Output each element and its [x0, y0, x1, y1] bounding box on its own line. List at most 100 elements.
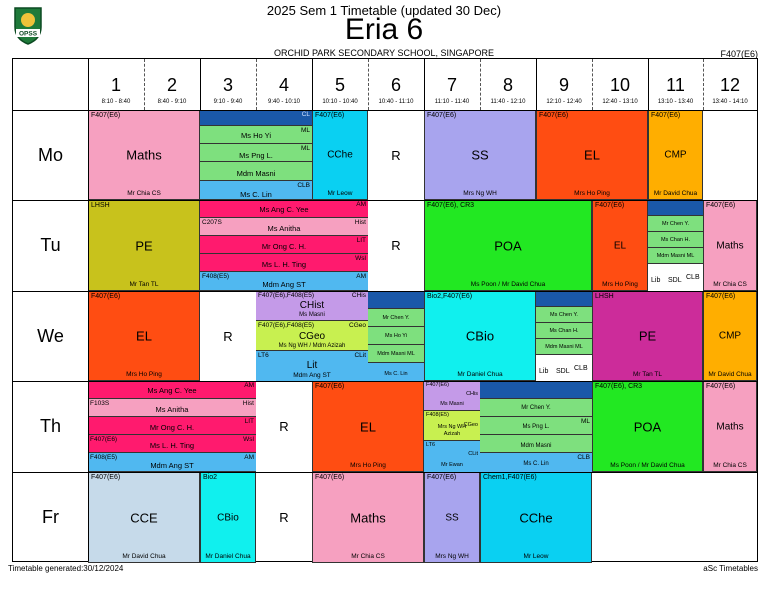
period-header-11: 11 13:10 - 13:40	[657, 75, 694, 105]
teacher-label: Mr Chia CS	[713, 281, 747, 288]
th-lit: LT6 CLit Mr Ewan	[424, 441, 480, 472]
teacher-label: Mr Leow	[327, 190, 353, 197]
room-label: Chem1,F407(E6)	[483, 474, 537, 481]
room-label: Bio2,F407(E6)	[427, 293, 473, 300]
day-label-mo: Mo	[37, 144, 63, 165]
lesson-we-pe[interactable]: LHSH PE Mr Tan TL	[592, 291, 703, 381]
subject-label: CBio	[217, 512, 239, 523]
lesson-we-cbio[interactable]: Bio2,F407(E6) CBio Mr Daniel Chua	[424, 291, 536, 381]
teacher-label: Mrs Ng WH	[463, 190, 497, 197]
room-label: F407(E6)	[91, 112, 121, 119]
mt-strip-1: CL	[200, 110, 312, 126]
subject-label: CChe	[519, 510, 553, 525]
teacher-label: Mrs Ho Ping	[602, 281, 638, 288]
period-header-1: 1 8:10 - 8:40	[101, 75, 131, 105]
teacher-label: Mr Chia CS	[127, 190, 161, 197]
lesson-th-mother-tongue[interactable]: Mr Chen Y. Ms Png L. ML Mdm Masni Ms C. L…	[480, 381, 592, 472]
room-label: F407(E6)	[427, 474, 457, 481]
room-label: F407(E6)	[706, 293, 736, 300]
period-header-7: 7 11:10 - 11:40	[434, 75, 470, 105]
grid-line	[13, 200, 757, 201]
lesson-mo-mother-tongue[interactable]: CL Ms Ho Yi ML Ms Png L. ML Mdm Masni Ms C…	[200, 110, 312, 200]
lesson-tu-mother-tongue[interactable]: Mr Chen Y. Ms Chan H. Mdm Masni ML Lib S…	[648, 200, 703, 291]
lesson-mo-ss[interactable]: F407(E6) SS Mrs Ng WH	[424, 110, 536, 200]
lesson-we-mother-tongue-2[interactable]: Ms Chen Y. Ms Chan H. Mdm Masni ML Lib S…	[536, 291, 592, 381]
svg-text:OPSS: OPSS	[19, 31, 38, 38]
teacher-label: Mr David Chua	[708, 371, 752, 378]
grid-line	[536, 59, 537, 110]
subject-label: PE	[638, 328, 657, 344]
lesson-fr-cce[interactable]: F407(E6) CCE Mr David Chua	[88, 472, 200, 563]
subject-label: CCE	[130, 510, 158, 525]
day-label-we: We	[37, 325, 64, 346]
we-lit: LT6 CLit Lit Mdm Ang ST	[256, 351, 368, 381]
lesson-th-maths[interactable]: F407(E6) Maths Mr Chia CS	[703, 381, 757, 472]
room-label: F407(E6)	[315, 383, 345, 390]
lesson-th-humanities[interactable]: Ms Ang C. Yee AM F103S Ms Anitha Hist Mr On…	[88, 381, 256, 472]
mt-strip-5: Ms C. Lin CLB	[200, 181, 312, 200]
teacher-label: Mr Tan TL	[129, 281, 159, 288]
mt-strip-3: Ms Png L. ML	[480, 417, 592, 435]
mt-mini-1	[368, 291, 424, 309]
recess-tu: R	[391, 238, 401, 253]
lesson-fr-maths[interactable]: F407(E6) Maths Mr Chia CS	[312, 472, 424, 563]
lesson-we-el[interactable]: F407(E6) EL Mrs Ho Ping	[88, 291, 200, 381]
lesson-tu-poa[interactable]: F407(E6), CR3 POA Ms Poon / Mr David Chu…	[424, 200, 592, 291]
day-label-th: Th	[39, 416, 61, 436]
mt-strip-2: Mr Chen Y.	[480, 399, 592, 417]
lesson-we-mother-tongue-1[interactable]: Mr Chen Y. Ms Ho Yi Mdm Masni ML Ms C. L…	[368, 291, 424, 381]
lesson-mo-cmp[interactable]: F407(E6) CMP Mr David Chua	[648, 110, 703, 200]
lesson-th-el[interactable]: F407(E6) EL Mrs Ho Ping	[312, 381, 424, 472]
school-name: ORCHID PARK SECONDARY SCHOOL, SINGAPORE	[273, 48, 495, 58]
lesson-mo-cche[interactable]: F407(E6) CChe Mr Leow	[312, 110, 368, 200]
lesson-tu-maths[interactable]: F407(E6) Maths Mr Chia CS	[703, 200, 757, 291]
lesson-fr-cbio[interactable]: Bio2 CBio Mr Daniel Chua	[200, 472, 256, 563]
subject-label: SS	[445, 512, 459, 523]
teacher-label: Ms Poon / Mr David Chua	[470, 281, 546, 288]
mt-mini-1	[648, 200, 703, 216]
mt-mini-5: Ms C. Lin	[368, 363, 424, 381]
lesson-mo-maths[interactable]: F407(E6) Maths Mr Chia CS	[88, 110, 200, 200]
hum-strip-2: F103S Ms Anitha Hist	[88, 399, 256, 417]
grid-line	[312, 59, 313, 110]
subject-label: CBio	[465, 328, 495, 344]
lesson-we-humanities[interactable]: F407(E6),F408(E5) CHis CHist Ms Masni F40…	[256, 291, 368, 381]
room-label: F407(E6), CR3	[595, 383, 643, 390]
grid-line	[480, 59, 482, 110]
lesson-mo-el[interactable]: F407(E6) EL Mrs Ho Ping	[536, 110, 648, 200]
timetable-grid: 1 8:10 - 8:40 2 8:40 - 9:10 3 9:10 - 9:40 4…	[12, 58, 758, 563]
lesson-tu-humanities[interactable]: Ms Ang C. Yee AM C207S Ms Anitha Hist Mr On…	[200, 200, 368, 291]
grid-line	[256, 59, 258, 110]
room-label: F407(E6)	[706, 202, 736, 209]
lesson-th-poa[interactable]: F407(E6), CR3 POA Ms Poon / Mr David Chu…	[592, 381, 703, 472]
lesson-we-cmp[interactable]: F407(E6) CMP Mr David Chua	[703, 291, 757, 381]
mt-strip-4: Mdm Masni	[200, 162, 312, 181]
lesson-th-humanities-2[interactable]: F407(E6) CHis Ms Masni F408(E5) CGeo Mrs N…	[424, 381, 480, 472]
lesson-fr-cche[interactable]: Chem1,F407(E6) CChe Mr Leow	[480, 472, 592, 563]
room-label: F407(E6)	[595, 202, 625, 209]
brand-label: aSc Timetables	[703, 564, 758, 573]
subject-label: POA	[633, 419, 662, 434]
room-code: F407(E6)	[720, 49, 758, 59]
period-header-12: 12 13:40 - 14:10	[712, 75, 748, 105]
day-label-tu: Tu	[40, 235, 61, 255]
teacher-label: Mrs Ng WH	[435, 553, 469, 560]
subject-label: Maths	[350, 510, 386, 525]
hum-strip-3: Mr Ong C. H. LIT	[88, 417, 256, 435]
we-chist: F407(E6),F408(E5) CHis CHist Ms Masni	[256, 291, 368, 321]
grid-line	[13, 110, 757, 111]
lesson-tu-pe[interactable]: LHSH PE Mr Tan TL	[88, 200, 200, 291]
teacher-label: Mr Daniel Chua	[457, 371, 503, 378]
lesson-tu-el[interactable]: F407(E6) EL Mrs Ho Ping	[592, 200, 648, 291]
teacher-label: Mrs Ho Ping	[126, 371, 162, 378]
recess-mo: R	[391, 147, 401, 163]
subject-label: PE	[135, 238, 153, 253]
teacher-label: Mr Tan TL	[632, 371, 663, 378]
mt-mini-4: Mdm Masni ML	[368, 345, 424, 363]
lesson-fr-ss[interactable]: F407(E6) SS Mrs Ng WH	[424, 472, 480, 563]
mt-strip-1	[480, 381, 592, 399]
hum-strip-3: Mr Ong C. H. LIT	[200, 236, 368, 254]
we-cgeo: F407(E6),F408(E5) CGeo CGeo Ms Ng WH / Md…	[256, 321, 368, 351]
grid-line	[88, 59, 89, 561]
subject-label: Maths	[716, 421, 744, 432]
